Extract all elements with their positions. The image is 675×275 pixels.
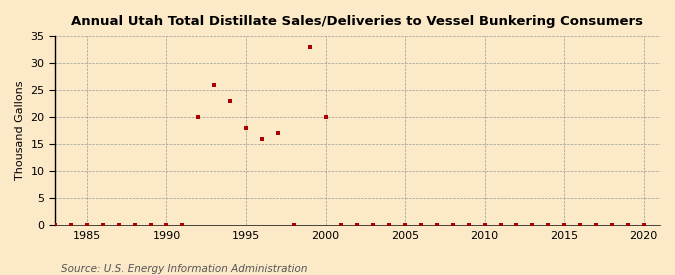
Point [479, 223, 490, 227]
Point [161, 223, 172, 227]
Point [591, 223, 601, 227]
Point [400, 223, 410, 227]
Point [225, 99, 236, 103]
Point [574, 223, 585, 227]
Point [145, 223, 156, 227]
Point [288, 223, 299, 227]
Point [607, 223, 618, 227]
Point [511, 223, 522, 227]
Point [639, 223, 649, 227]
Point [368, 223, 379, 227]
Point [416, 223, 427, 227]
Point [559, 223, 570, 227]
Point [527, 223, 538, 227]
Point [82, 223, 92, 227]
Point [65, 223, 76, 227]
Point [240, 126, 251, 130]
Point [193, 115, 204, 119]
Point [177, 223, 188, 227]
Point [113, 223, 124, 227]
Point [543, 223, 554, 227]
Point [622, 223, 633, 227]
Point [431, 223, 442, 227]
Point [495, 223, 506, 227]
Point [209, 82, 219, 87]
Point [336, 223, 347, 227]
Point [384, 223, 395, 227]
Point [463, 223, 474, 227]
Point [97, 223, 108, 227]
Point [129, 223, 140, 227]
Point [50, 223, 61, 227]
Point [256, 137, 267, 141]
Point [448, 223, 458, 227]
Y-axis label: Thousand Gallons: Thousand Gallons [15, 81, 25, 180]
Point [304, 45, 315, 49]
Title: Annual Utah Total Distillate Sales/Deliveries to Vessel Bunkering Consumers: Annual Utah Total Distillate Sales/Deliv… [72, 15, 643, 28]
Point [320, 115, 331, 119]
Point [273, 131, 284, 136]
Point [352, 223, 362, 227]
Text: Source: U.S. Energy Information Administration: Source: U.S. Energy Information Administ… [61, 264, 307, 274]
